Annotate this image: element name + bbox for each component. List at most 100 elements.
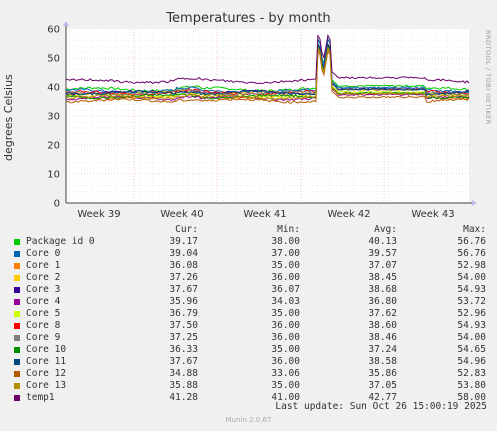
legend-row: Core 2 37.26 36.00 38.45 54.00 [12, 272, 486, 284]
legend-header-cur: Cur: [175, 224, 198, 235]
legend-swatch [14, 371, 20, 377]
legend-min: 36.00 [271, 332, 300, 343]
legend-avg: 37.24 [368, 344, 397, 355]
legend-swatch [14, 287, 20, 293]
legend-header-max: Max: [463, 224, 486, 235]
legend-series-name: Core 2 [26, 272, 61, 283]
legend-row: Core 1 36.08 35.00 37.07 52.98 [12, 260, 486, 272]
legend-min: 36.00 [271, 272, 300, 283]
series-line [65, 33, 470, 85]
legend-swatch [14, 251, 20, 257]
legend-min: 34.03 [271, 296, 300, 307]
legend-swatch [14, 335, 20, 341]
legend-series-name: temp1 [26, 392, 55, 403]
legend-header: Cur: Min: Avg: Max: [12, 224, 486, 236]
legend-avg: 38.45 [368, 272, 397, 283]
legend-avg: 38.46 [368, 332, 397, 343]
legend-row: Core 5 36.79 35.00 37.62 52.96 [12, 308, 486, 320]
legend-max: 52.96 [457, 308, 486, 319]
x-tick-label: Week 39 [77, 209, 120, 220]
legend-row: Core 13 35.88 35.00 37.05 53.80 [12, 380, 486, 392]
x-tick-labels: Week 39 Week 40 Week 41 Week 42 Week 43 [77, 209, 454, 220]
legend-min: 35.00 [271, 308, 300, 319]
x-axis-arrow [472, 200, 477, 206]
legend-cur: 37.67 [169, 284, 198, 295]
legend-swatch [14, 323, 20, 329]
y-tick-labels: 0 10 20 30 40 50 60 [47, 25, 60, 210]
legend-row: Core 12 34.88 33.06 35.86 52.83 [12, 368, 486, 380]
legend-series-name: Core 5 [26, 308, 61, 319]
legend-min: 33.06 [271, 368, 300, 379]
legend-series-name: Core 12 [26, 368, 67, 379]
axes [63, 21, 477, 206]
legend-avg: 36.80 [368, 296, 397, 307]
legend-cur: 41.28 [169, 392, 198, 403]
legend-series-name: Core 13 [26, 380, 67, 391]
x-tick-label: Week 41 [243, 209, 286, 220]
legend-min: 37.00 [271, 248, 300, 259]
legend-row: Core 0 39.04 37.00 39.57 56.76 [12, 248, 486, 260]
legend-avg: 39.57 [368, 248, 397, 259]
legend-swatch [14, 347, 20, 353]
legend-rows: Package id 0 39.17 38.00 40.13 56.76 Core 0 39… [12, 236, 486, 404]
legend-max: 54.00 [457, 332, 486, 343]
legend-row: Core 3 37.67 36.07 38.68 54.93 [12, 284, 486, 296]
legend-series-name: Core 9 [26, 332, 61, 343]
legend-cur: 36.08 [169, 260, 198, 271]
legend-swatch [14, 359, 20, 365]
legend-min: 41.00 [271, 392, 300, 403]
y-tick-label: 0 [54, 199, 60, 210]
legend-cur: 37.25 [169, 332, 198, 343]
rrdtool-credit: RRDTOOL / TOBI OETIKER [484, 30, 492, 125]
legend-series-name: Core 4 [26, 296, 61, 307]
legend-max: 56.76 [457, 236, 486, 247]
legend-avg: 38.58 [368, 356, 397, 367]
legend-cur: 35.88 [169, 380, 198, 391]
legend-cur: 36.33 [169, 344, 198, 355]
legend-row: Package id 0 39.17 38.00 40.13 56.76 [12, 236, 486, 248]
y-tick-label: 30 [47, 112, 60, 123]
chart-title: Temperatures - by month [166, 11, 331, 26]
legend-series-name: Core 10 [26, 344, 67, 355]
legend-row: Core 4 35.96 34.03 36.80 53.72 [12, 296, 486, 308]
x-tick-label: Week 43 [411, 209, 454, 220]
legend-max: 58.00 [457, 392, 486, 403]
legend-max: 53.72 [457, 296, 486, 307]
legend-cur: 37.67 [169, 356, 198, 367]
legend-series-name: Core 3 [26, 284, 61, 295]
legend-min: 36.00 [271, 356, 300, 367]
legend-avg: 35.86 [368, 368, 397, 379]
y-tick-label: 10 [47, 170, 60, 181]
legend-max: 56.76 [457, 248, 486, 259]
series-line [65, 48, 470, 104]
legend-row: Core 9 37.25 36.00 38.46 54.00 [12, 332, 486, 344]
legend-cur: 37.26 [169, 272, 198, 283]
y-tick-label: 50 [47, 54, 60, 65]
legend-swatch [14, 383, 20, 389]
legend-cur: 34.88 [169, 368, 198, 379]
legend-row: temp1 41.28 41.00 42.77 58.00 [12, 392, 486, 404]
legend-header-min: Min: [277, 224, 300, 235]
legend-swatch [14, 311, 20, 317]
legend-max: 52.83 [457, 368, 486, 379]
series-line [65, 46, 470, 101]
legend-cur: 37.50 [169, 320, 198, 331]
y-axis-arrow [63, 21, 69, 26]
y-tick-label: 20 [47, 141, 60, 152]
legend-max: 54.65 [457, 344, 486, 355]
legend-min: 35.00 [271, 260, 300, 271]
y-tick-label: 40 [47, 83, 60, 94]
legend-avg: 38.60 [368, 320, 397, 331]
legend-header-avg: Avg: [374, 224, 397, 235]
series-line [65, 42, 470, 97]
y-tick-label: 60 [47, 25, 60, 36]
legend-row: Core 11 37.67 36.00 38.58 54.96 [12, 356, 486, 368]
legend-series-name: Core 11 [26, 356, 67, 367]
legend-swatch [14, 275, 20, 281]
legend-series-name: Core 8 [26, 320, 61, 331]
legend-min: 38.00 [271, 236, 300, 247]
legend-avg: 38.68 [368, 284, 397, 295]
legend-min: 35.00 [271, 344, 300, 355]
legend-cur: 36.79 [169, 308, 198, 319]
